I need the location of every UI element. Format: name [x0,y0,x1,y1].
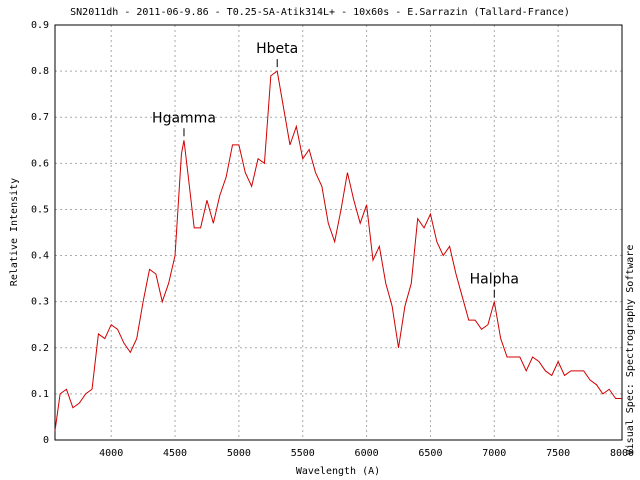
y-tick-label: 0.1 [31,389,49,400]
y-tick-label: 0.5 [31,204,49,215]
y-tick-label: 0.7 [31,112,49,123]
y-tick-label: 0.4 [31,251,49,262]
chart-title: SN2011dh - 2011-06-9.86 - T0.25-SA-Atik3… [70,7,570,18]
annotation-label: Hbeta [256,41,298,57]
x-tick-label: 7000 [482,448,506,459]
y-axis-label: Relative Intensity [9,178,20,286]
y-tick-label: 0.3 [31,297,49,308]
annotation-label: Halpha [470,272,519,288]
x-tick-label: 8000 [610,448,634,459]
x-tick-label: 6000 [355,448,379,459]
x-tick-label: 4000 [99,448,123,459]
side-text: Visual Spec: Spectrography Software [625,245,636,456]
x-axis-label: Wavelength (A) [296,466,380,477]
x-tick-label: 7500 [546,448,570,459]
spectrum-line [54,70,622,431]
y-tick-label: 0.2 [31,343,49,354]
x-tick-label: 4500 [163,448,187,459]
x-tick-label: 6500 [418,448,442,459]
y-tick-label: 0.9 [31,20,49,31]
plot-frame [54,24,623,441]
annotation-label: Hgamma [152,110,216,126]
x-tick-label: 5000 [227,448,251,459]
y-tick-label: 0.8 [31,66,49,77]
x-tick-label: 5500 [291,448,315,459]
y-tick-label: 0.6 [31,158,49,169]
y-tick-label: 0 [43,435,49,446]
